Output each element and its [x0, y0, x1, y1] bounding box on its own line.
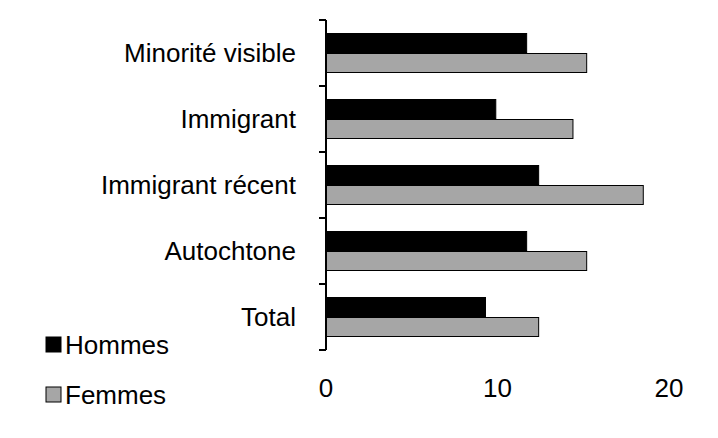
category-label: Total — [241, 302, 296, 332]
legend-label: Hommes — [65, 330, 169, 360]
bar — [326, 232, 527, 251]
y-tick — [319, 151, 326, 153]
bar — [326, 100, 496, 119]
category-label: Autochtone — [164, 236, 296, 266]
y-tick — [319, 19, 326, 21]
y-axis-line — [325, 20, 327, 350]
bar — [326, 186, 643, 205]
bar — [326, 298, 485, 317]
legend-label: Femmes — [65, 380, 166, 410]
y-tick — [319, 283, 326, 285]
category-label: Minorité visible — [124, 38, 296, 68]
x-tick-label: 10 — [483, 373, 512, 403]
bar — [326, 54, 587, 73]
category-label: Immigrant récent — [101, 170, 297, 200]
legend: Hommes Femmes — [46, 330, 169, 410]
y-tick — [319, 217, 326, 219]
bars — [326, 34, 643, 337]
y-tick — [319, 85, 326, 87]
bar — [326, 252, 587, 271]
y-tick — [319, 349, 326, 351]
bar — [326, 318, 539, 337]
legend-swatch — [46, 337, 61, 352]
chart-svg: Minorité visible Immigrant Immigrant récen… — [0, 0, 718, 438]
bar — [326, 166, 539, 185]
x-tick-label: 20 — [655, 373, 684, 403]
x-tick-label: 0 — [319, 373, 333, 403]
bar — [326, 120, 573, 139]
bar — [326, 34, 527, 53]
legend-swatch — [46, 387, 61, 402]
category-label: Immigrant — [180, 104, 296, 134]
chart-container: Minorité visible Immigrant Immigrant récen… — [0, 0, 718, 438]
